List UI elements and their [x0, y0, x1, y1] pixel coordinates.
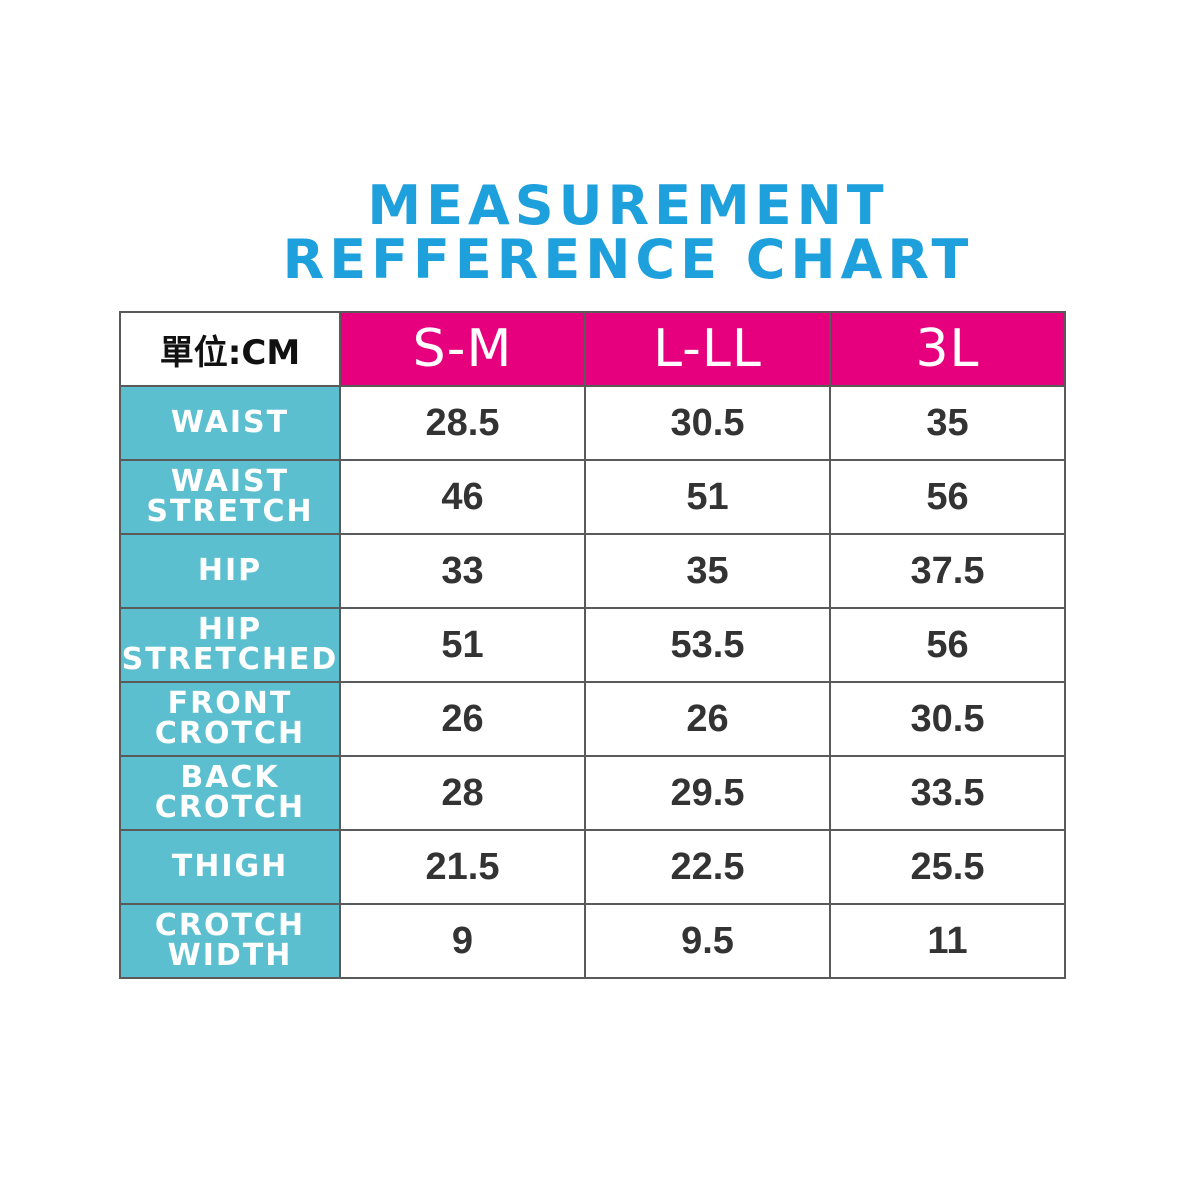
value-cell: 26 [339, 681, 586, 757]
value-cell: 51 [584, 459, 831, 535]
value-cell: 9.5 [584, 903, 831, 979]
value-cell: 25.5 [829, 829, 1066, 905]
row-label: WAIST STRETCH [119, 459, 341, 535]
chart-title-line-1: MEASUREMENT [367, 174, 889, 237]
measurement-table: 單位:CM S-M L-LL 3L WAIST 28.5 30.5 35 WAI… [119, 311, 1066, 979]
table-row: HIP STRETCHED 51 53.5 56 [119, 607, 1066, 683]
value-cell: 11 [829, 903, 1066, 979]
value-cell: 51 [339, 607, 586, 683]
value-cell: 28 [339, 755, 586, 831]
size-header-s-m: S-M [339, 311, 586, 387]
value-cell: 35 [829, 385, 1066, 461]
size-header-3l: 3L [829, 311, 1066, 387]
value-cell: 9 [339, 903, 586, 979]
chart-title-line-2: REFFERENCE CHART [282, 228, 974, 291]
row-label: WAIST [119, 385, 341, 461]
table-row: CROTCH WIDTH 9 9.5 11 [119, 903, 1066, 979]
size-header-row: 單位:CM S-M L-LL 3L [119, 311, 1066, 387]
value-cell: 33 [339, 533, 586, 609]
value-cell: 35 [584, 533, 831, 609]
row-label: CROTCH WIDTH [119, 903, 341, 979]
row-label: THIGH [119, 829, 341, 905]
size-header-l-ll: L-LL [584, 311, 831, 387]
value-cell: 29.5 [584, 755, 831, 831]
unit-label: 單位:CM [119, 311, 341, 387]
table-row: HIP 33 35 37.5 [119, 533, 1066, 609]
value-cell: 22.5 [584, 829, 831, 905]
table-row: WAIST STRETCH 46 51 56 [119, 459, 1066, 535]
row-label: BACK CROTCH [119, 755, 341, 831]
row-label: HIP [119, 533, 341, 609]
row-label: HIP STRETCHED [119, 607, 341, 683]
value-cell: 33.5 [829, 755, 1066, 831]
table-row: BACK CROTCH 28 29.5 33.5 [119, 755, 1066, 831]
value-cell: 21.5 [339, 829, 586, 905]
value-cell: 56 [829, 607, 1066, 683]
table-row: FRONT CROTCH 26 26 30.5 [119, 681, 1066, 757]
value-cell: 37.5 [829, 533, 1066, 609]
value-cell: 46 [339, 459, 586, 535]
row-label: FRONT CROTCH [119, 681, 341, 757]
value-cell: 26 [584, 681, 831, 757]
value-cell: 28.5 [339, 385, 586, 461]
value-cell: 56 [829, 459, 1066, 535]
table-row: THIGH 21.5 22.5 25.5 [119, 829, 1066, 905]
value-cell: 53.5 [584, 607, 831, 683]
table-row: WAIST 28.5 30.5 35 [119, 385, 1066, 461]
value-cell: 30.5 [584, 385, 831, 461]
value-cell: 30.5 [829, 681, 1066, 757]
